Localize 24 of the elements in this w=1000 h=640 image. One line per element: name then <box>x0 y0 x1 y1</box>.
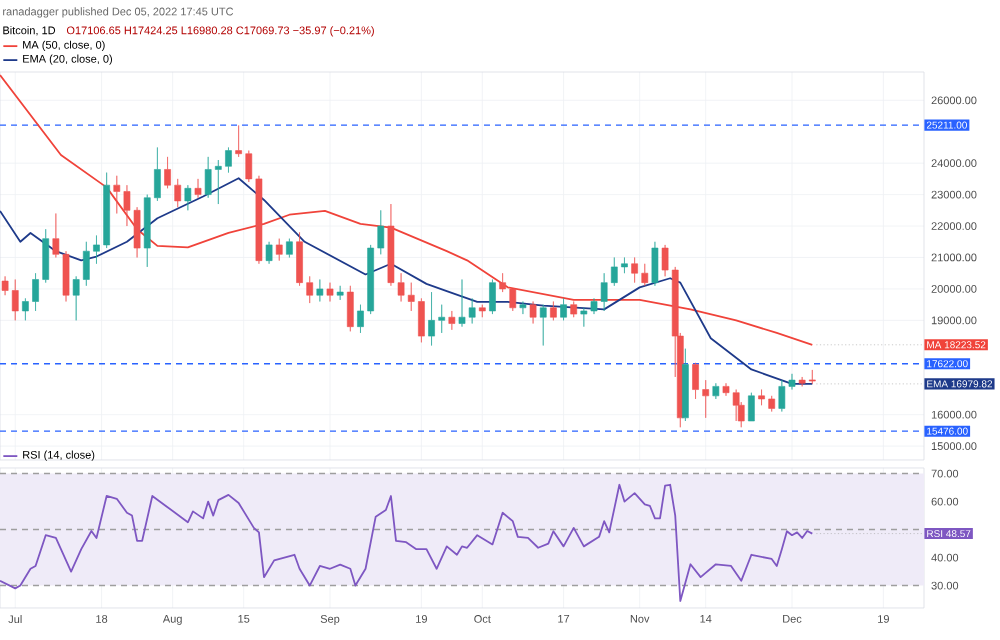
candlestick <box>194 178 202 199</box>
candlestick <box>336 285 344 301</box>
candlestick <box>489 279 496 315</box>
candlestick <box>286 238 293 258</box>
line-series <box>0 177 814 385</box>
candlestick <box>184 184 192 211</box>
candlestick <box>346 285 354 332</box>
candlestick <box>519 301 527 315</box>
candlestick <box>275 238 283 261</box>
candlestick <box>478 304 486 318</box>
candlestick <box>326 282 334 302</box>
candlestick <box>651 241 659 287</box>
candlestick <box>712 382 720 400</box>
candlestick <box>682 348 689 422</box>
candlestick <box>748 392 755 422</box>
candlestick <box>529 301 537 324</box>
candlestick <box>570 301 578 318</box>
candlestick <box>550 301 557 321</box>
candlestick <box>316 279 324 302</box>
line-series <box>0 74 814 346</box>
candlestick <box>265 241 273 265</box>
candlestick <box>539 304 547 346</box>
candlestick <box>560 298 567 321</box>
candlestick <box>448 310 456 331</box>
